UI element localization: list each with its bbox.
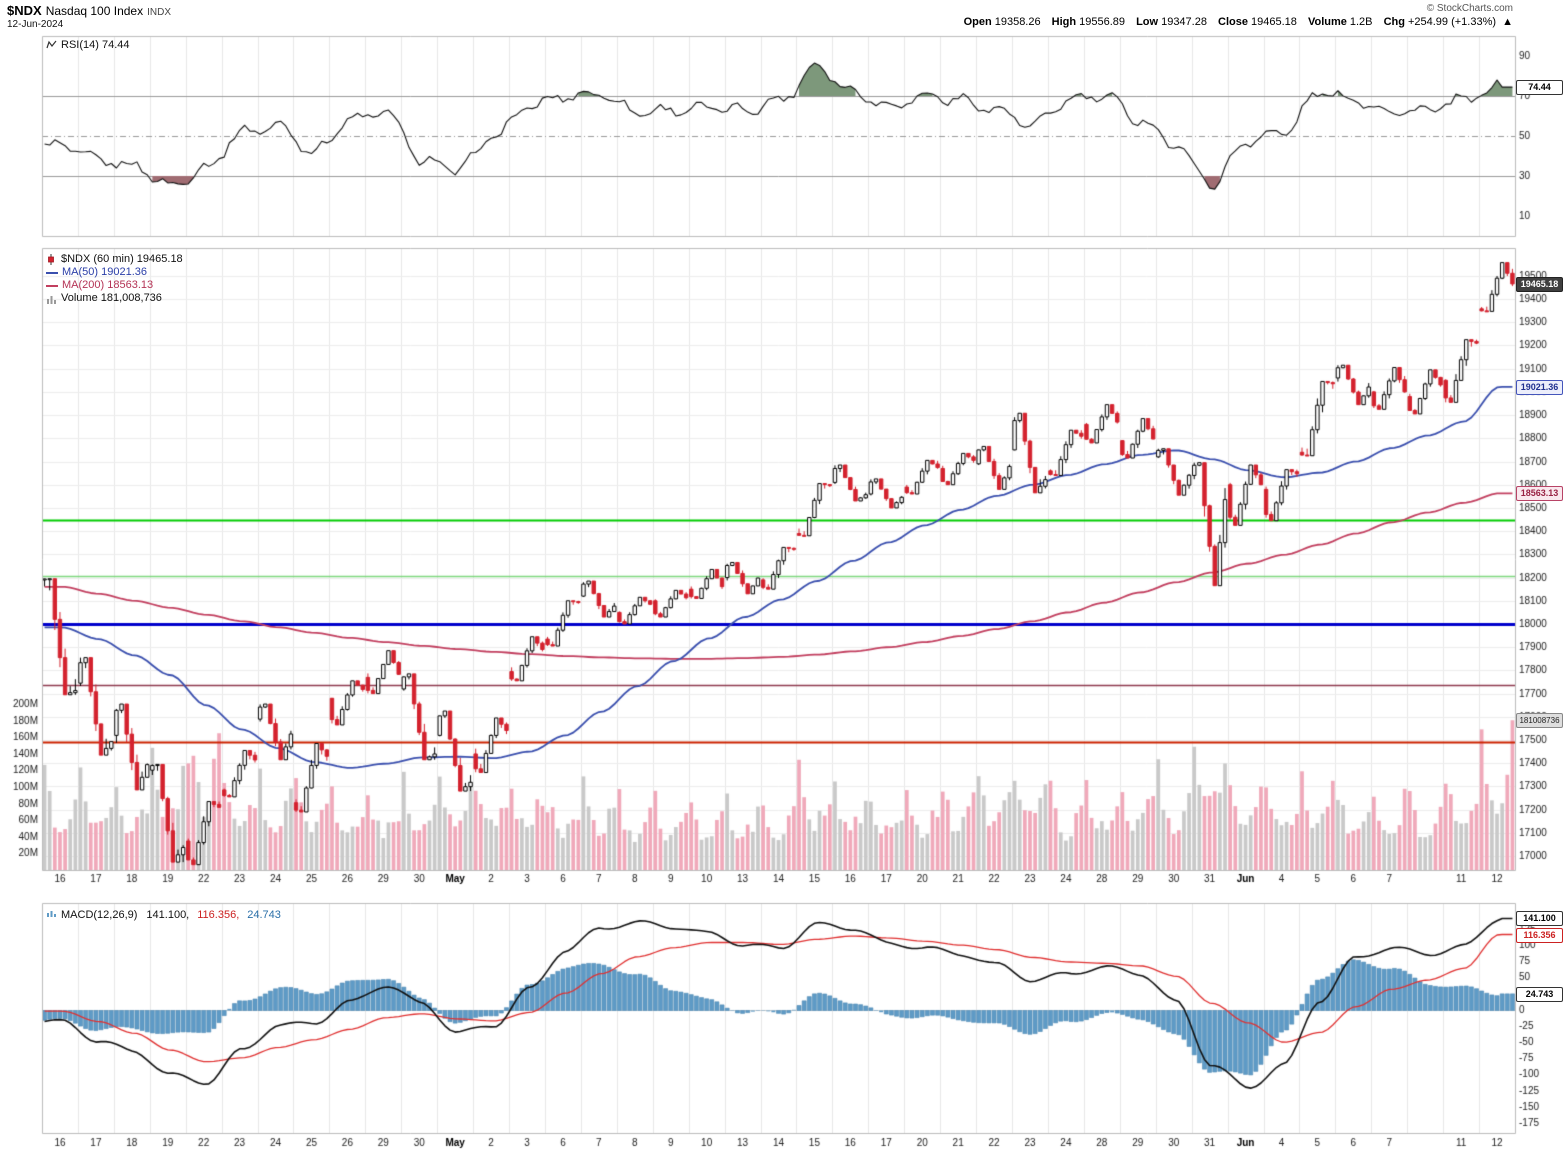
exchange: INDX xyxy=(147,7,171,18)
chart-date: 12-Jun-2024 xyxy=(7,19,64,30)
macd-hist-icon xyxy=(46,909,57,920)
rsi-legend-label: RSI(14) 74.44 xyxy=(61,38,130,51)
price-close-badge: 19465.18 xyxy=(1516,276,1563,292)
volume-value: 1.2B xyxy=(1349,16,1373,28)
low-value: 19347.28 xyxy=(1161,16,1207,28)
ma50-badge: 19021.36 xyxy=(1516,379,1563,395)
quote-bar: Open 19358.26 High 19556.89 Low 19347.28 Cl… xyxy=(956,16,1513,28)
ma200-line-icon xyxy=(46,284,58,287)
close-label: Close xyxy=(1218,16,1248,28)
macd-signal-badge: 116.356 xyxy=(1516,927,1563,943)
chg-value: +254.99 (+1.33%) xyxy=(1407,16,1497,28)
candlestick-icon xyxy=(46,254,57,265)
close-value: 19465.18 xyxy=(1251,16,1297,28)
open-value: 19358.26 xyxy=(994,16,1041,28)
macd-legend-label: MACD(12,26,9) xyxy=(61,908,138,921)
rsi-badge: 74.44 xyxy=(1516,80,1563,96)
low-label: Low xyxy=(1136,16,1159,28)
ma50-legend: MA(50) 19021.36 xyxy=(62,265,147,278)
macd-value: 141.100, xyxy=(146,908,190,921)
main-symbol-legend: $NDX (60 min) 19465.18 xyxy=(61,252,183,265)
volume-legend: Volume 181,008,736 xyxy=(61,291,162,304)
rsi-legend: RSI(14) 74.44 xyxy=(46,38,129,51)
copyright: © StockCharts.com xyxy=(1426,3,1513,14)
ma200-badge: 18563.13 xyxy=(1516,486,1563,502)
symbol-name: Nasdaq 100 Index xyxy=(45,4,144,18)
macd-hist-value: 24.743 xyxy=(247,908,281,921)
macd-hist-badge: 24.743 xyxy=(1516,986,1563,1002)
main-legend: $NDX (60 min) 19465.18 MA(50) 19021.36 M… xyxy=(46,253,183,305)
ma50-line-icon xyxy=(46,271,58,274)
symbol: $NDX xyxy=(7,3,42,18)
macd-line-badge: 141.100 xyxy=(1516,911,1563,927)
rsi-line-icon xyxy=(46,39,57,50)
macd-legend: MACD(12,26,9) 141.100, 116.356, 24.743 xyxy=(46,908,281,921)
open-label: Open xyxy=(963,16,992,28)
high-value: 19556.89 xyxy=(1079,16,1126,28)
volume-label: Volume xyxy=(1307,16,1347,28)
chart-title: $NDX Nasdaq 100 Index INDX xyxy=(7,3,171,18)
volume-badge: 181008736 xyxy=(1516,713,1563,729)
volume-bars-icon xyxy=(46,293,57,304)
chg-label: Chg xyxy=(1383,16,1405,28)
macd-signal-value: 116.356, xyxy=(197,908,240,921)
chg-up-arrow-icon: ▲ xyxy=(1502,16,1513,28)
ma200-legend: MA(200) 18563.13 xyxy=(62,278,154,291)
high-label: High xyxy=(1051,16,1077,28)
